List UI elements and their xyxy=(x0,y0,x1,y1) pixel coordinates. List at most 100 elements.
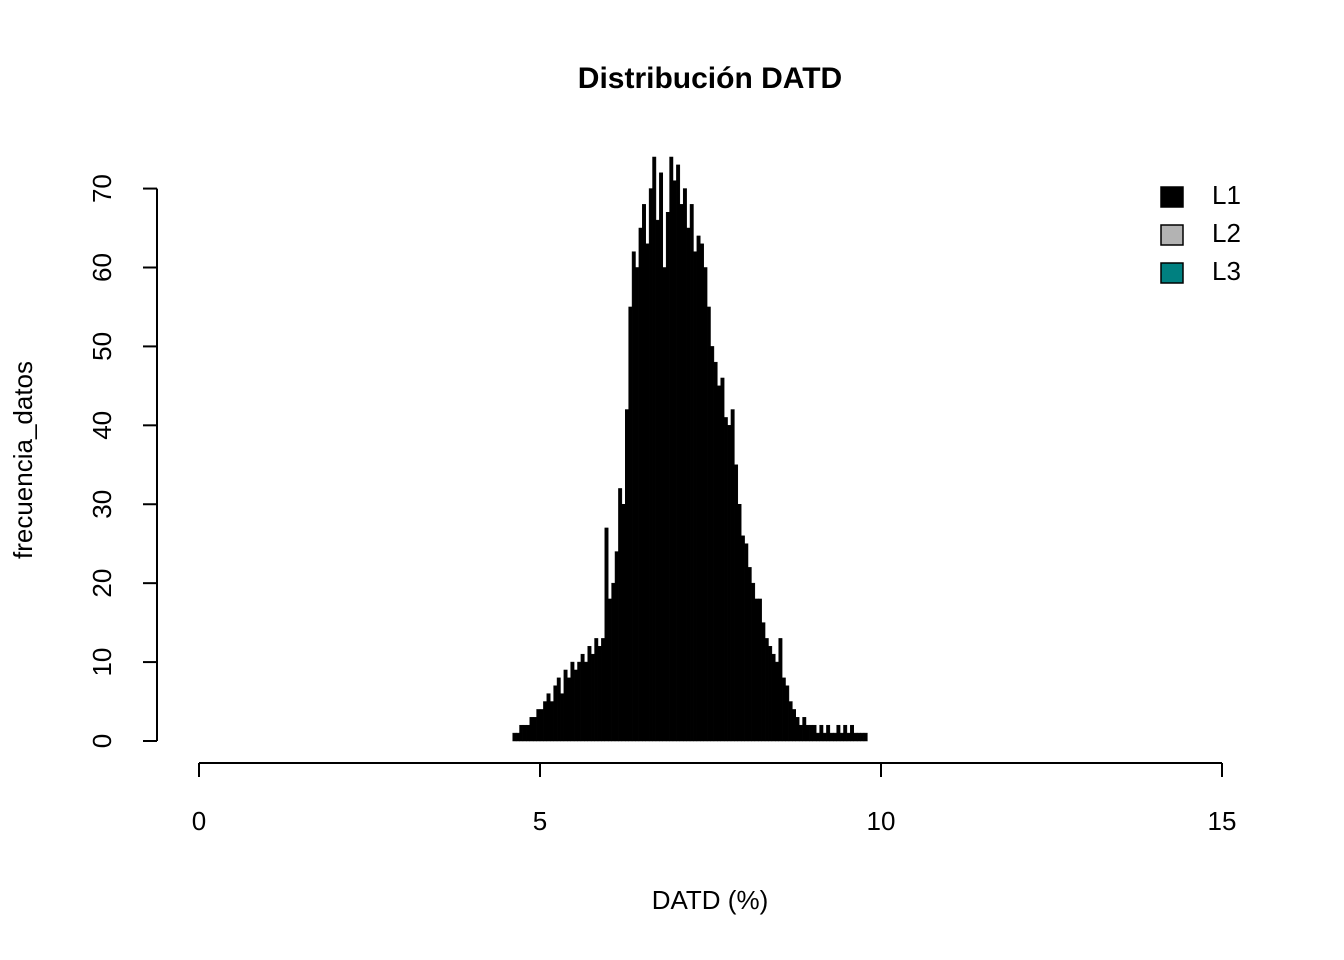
chart-title: Distribución DATD xyxy=(578,62,842,95)
bar xyxy=(723,417,728,742)
bar xyxy=(543,701,548,742)
bar xyxy=(655,219,660,742)
bar xyxy=(584,661,588,742)
bar xyxy=(519,724,524,742)
bar xyxy=(730,409,735,742)
x-tick-label: 5 xyxy=(533,806,547,836)
y-tick-label: 40 xyxy=(87,411,117,440)
bar xyxy=(792,709,797,742)
bar xyxy=(573,669,578,742)
bar xyxy=(764,638,769,742)
bar xyxy=(546,693,551,742)
bar xyxy=(737,503,742,742)
bar xyxy=(526,724,531,742)
y-tick-label: 60 xyxy=(87,253,117,282)
legend-label: L3 xyxy=(1212,256,1241,286)
bar xyxy=(580,653,585,742)
bar xyxy=(625,409,629,742)
bar xyxy=(805,724,810,742)
bar xyxy=(659,172,664,742)
y-tick-label: 30 xyxy=(87,490,117,519)
bar xyxy=(812,724,817,742)
bar xyxy=(850,724,854,742)
bar xyxy=(536,709,541,742)
legend-swatch xyxy=(1160,262,1184,284)
bar xyxy=(621,503,626,742)
y-tick-label: 10 xyxy=(87,648,117,677)
bar xyxy=(815,732,820,742)
bar xyxy=(744,543,749,742)
bar xyxy=(819,724,824,742)
x-tick-label: 0 xyxy=(192,806,206,836)
bar xyxy=(822,732,827,742)
bar xyxy=(717,385,721,742)
bar xyxy=(863,732,868,742)
bar xyxy=(696,235,701,742)
bar xyxy=(720,377,725,742)
bar xyxy=(710,346,715,742)
bar xyxy=(713,361,718,742)
y-tick-label: 20 xyxy=(87,569,117,598)
bar xyxy=(570,661,575,742)
bar xyxy=(662,267,667,742)
bar xyxy=(839,732,844,742)
bar xyxy=(522,724,527,742)
bar xyxy=(635,267,640,742)
legend-label: L1 xyxy=(1212,180,1241,210)
bar xyxy=(587,646,592,742)
bar xyxy=(856,732,861,742)
bar xyxy=(853,732,858,742)
bar xyxy=(553,685,558,742)
bar xyxy=(798,724,803,742)
bar xyxy=(775,661,779,742)
bar xyxy=(601,638,606,742)
bar xyxy=(682,188,687,742)
y-axis-label: frecuencia_datos xyxy=(8,361,38,559)
bar xyxy=(778,638,783,742)
bar xyxy=(665,211,670,742)
bar xyxy=(740,535,745,742)
y-tick-label: 50 xyxy=(87,332,117,361)
bar xyxy=(703,267,708,742)
bar xyxy=(860,732,865,742)
bar xyxy=(529,717,534,742)
x-tick-label: 10 xyxy=(867,806,896,836)
bar xyxy=(751,582,756,742)
bar xyxy=(604,527,609,742)
bar xyxy=(560,693,565,742)
x-tick-label: 15 xyxy=(1208,806,1237,836)
bar xyxy=(768,646,773,742)
bar xyxy=(757,598,762,742)
x-axis-label: DATD (%) xyxy=(652,885,769,915)
bar xyxy=(843,724,848,742)
bar xyxy=(826,724,831,742)
bar xyxy=(512,732,517,742)
bar xyxy=(642,204,646,742)
bar xyxy=(836,724,841,742)
bar xyxy=(833,732,837,742)
bar xyxy=(652,156,657,742)
bar xyxy=(795,717,800,742)
bar xyxy=(549,701,554,742)
bar xyxy=(532,717,537,742)
bar xyxy=(829,732,834,742)
bar xyxy=(802,717,807,742)
bar xyxy=(618,488,623,742)
bar xyxy=(771,653,776,742)
y-tick-label: 70 xyxy=(87,174,117,203)
bar xyxy=(539,709,544,742)
bar xyxy=(846,732,851,742)
bar xyxy=(676,164,681,742)
bar xyxy=(648,188,653,742)
bar xyxy=(563,669,568,742)
bar xyxy=(590,653,595,742)
bar xyxy=(614,551,619,742)
bar xyxy=(645,243,650,742)
bar xyxy=(706,306,711,742)
bar xyxy=(785,685,790,742)
bar xyxy=(679,204,684,742)
bar xyxy=(577,661,582,742)
bar xyxy=(594,638,599,742)
y-tick-label: 0 xyxy=(87,734,117,748)
